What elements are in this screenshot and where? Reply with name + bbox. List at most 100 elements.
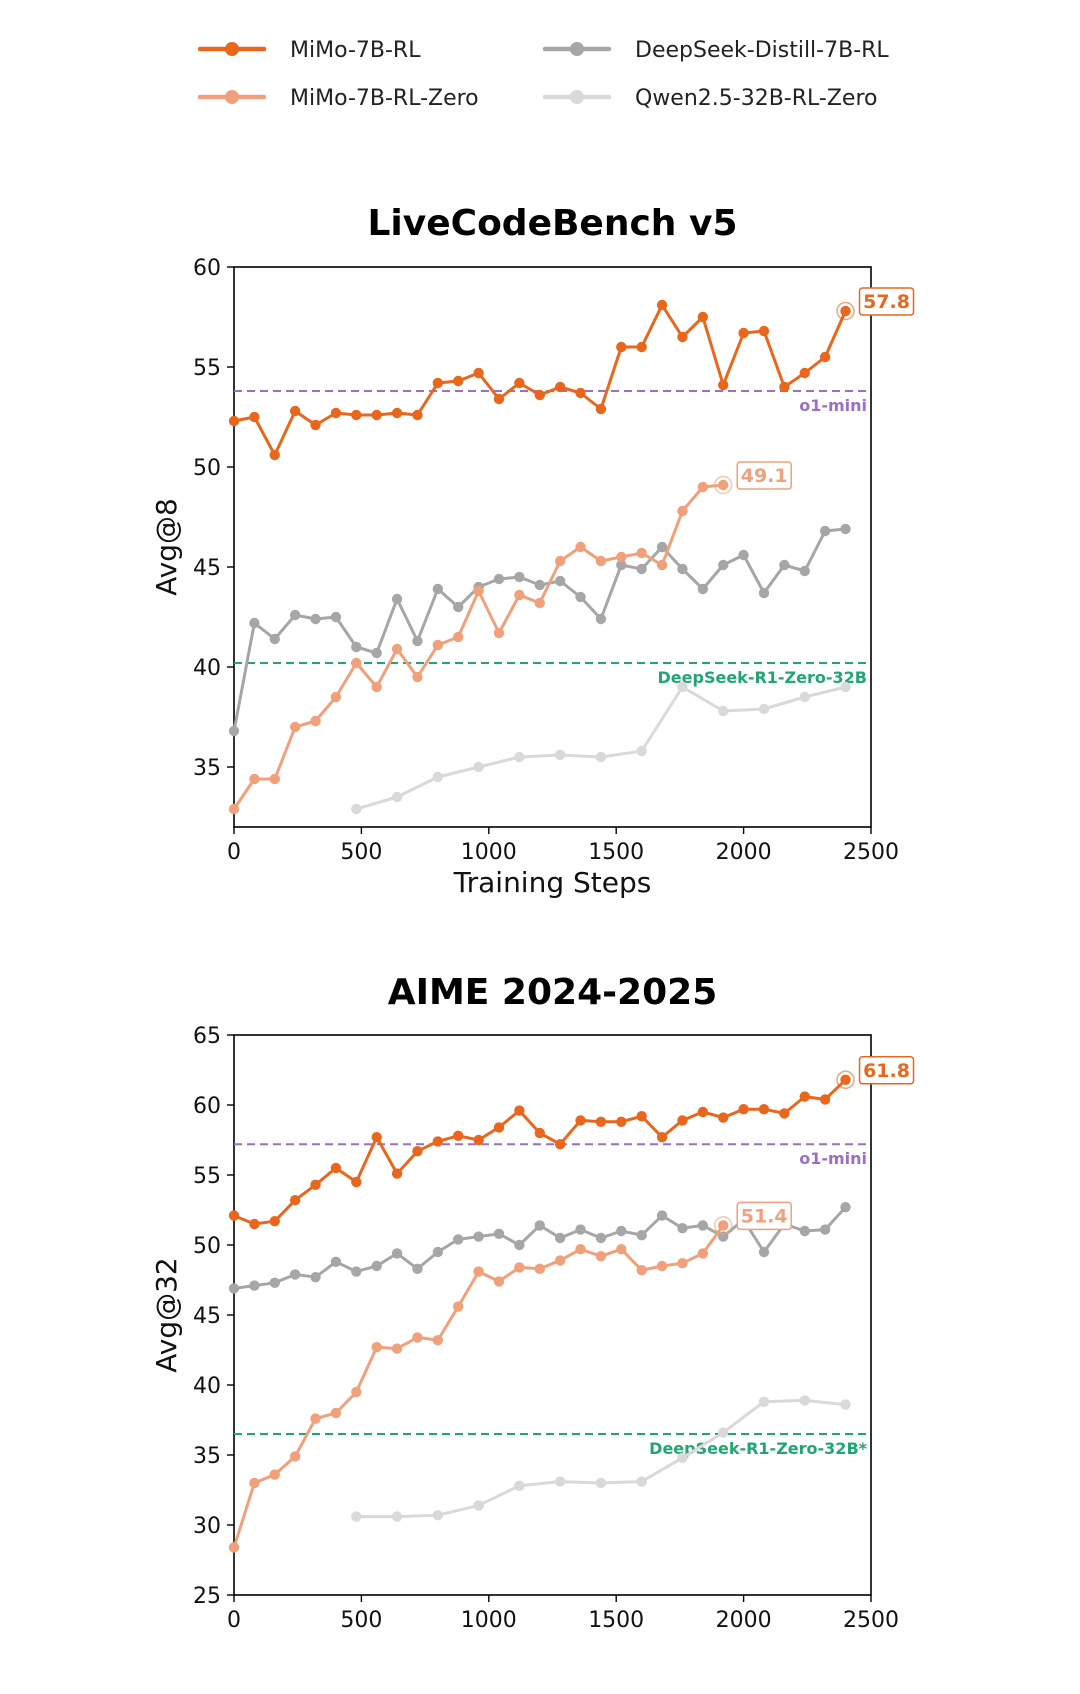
data-point-mimo-7b-rl: [636, 341, 647, 353]
end-point-halo-mimo-7b-rl: [836, 301, 855, 321]
data-point-deepseek-distill-7b-rl: [453, 601, 464, 613]
y-tick-label: 30: [193, 1514, 221, 1539]
data-point-deepseek-distill-7b-rl: [779, 559, 790, 571]
data-point-qwen2-5-32b-rl-zero: [718, 705, 729, 717]
data-point-qwen2-5-32b-rl-zero: [595, 751, 607, 763]
data-point-mimo-7b-rl-zero: [391, 643, 403, 655]
legend-qwen2-5-32b-rl-zero-label: Qwen2.5-32B-RL-Zero: [635, 86, 877, 111]
data-point-mimo-7b-rl-zero: [534, 597, 545, 609]
series-line-qwen2-5-32b-rl-zero: [356, 1398, 846, 1519]
data-point-mimo-7b-rl-zero: [269, 773, 280, 785]
data-point-mimo-7b-rl: [412, 1146, 423, 1157]
data-point-deepseek-distill-7b-rl: [575, 591, 586, 603]
legend-deepseek-distill-7b-rl-label: DeepSeek-Distill-7B-RL: [635, 38, 889, 63]
data-point-mimo-7b-rl: [595, 1116, 607, 1128]
y-tick-label: 60: [193, 256, 221, 281]
data-point-mimo-7b-rl-zero: [554, 555, 566, 567]
data-point-mimo-7b-rl: [575, 1115, 586, 1126]
data-point-mimo-7b-rl: [534, 389, 545, 401]
end-point-halo-mimo-7b-rl-zero: [713, 475, 733, 495]
data-point-mimo-7b-rl-zero: [249, 773, 260, 785]
data-point-mimo-7b-rl-zero: [595, 555, 607, 567]
data-point-qwen2-5-32b-rl-zero: [391, 791, 403, 803]
data-point-mimo-7b-rl: [554, 1139, 566, 1150]
data-point-deepseek-distill-7b-rl: [616, 1225, 627, 1237]
legend: MiMo-7B-RL MiMo-7B-RL-Zero DeepSeek-Distil…: [197, 38, 889, 111]
data-point-mimo-7b-rl: [351, 409, 362, 421]
data-point-mimo-7b-rl-zero: [432, 639, 444, 651]
y-tick-label: 45: [193, 1304, 221, 1329]
data-point-mimo-7b-rl: [595, 403, 607, 415]
data-point-mimo-7b-rl: [718, 379, 729, 391]
data-point-mimo-7b-rl: [269, 449, 280, 461]
data-point-deepseek-distill-7b-rl: [351, 641, 362, 653]
data-point-mimo-7b-rl-zero: [412, 671, 423, 683]
data-point-mimo-7b-rl: [473, 1134, 484, 1146]
data-point-deepseek-distill-7b-rl: [718, 559, 729, 571]
data-point-deepseek-distill-7b-rl: [758, 587, 770, 599]
x-tick-label: 500: [340, 1608, 382, 1633]
data-point-mimo-7b-rl-zero: [677, 1258, 688, 1269]
chart-title: AIME 2024-2025: [388, 972, 718, 1013]
data-point-mimo-7b-rl: [656, 1132, 668, 1143]
y-tick-label: 65: [193, 1024, 221, 1049]
end-value-box-mimo-7b-rl-zero: [736, 461, 792, 490]
data-point-deepseek-distill-7b-rl: [595, 613, 607, 625]
legend-mimo-7b-rl-zero-label: MiMo-7B-RL-Zero: [290, 86, 479, 111]
data-point-mimo-7b-rl: [289, 1195, 301, 1206]
data-point-mimo-7b-rl: [758, 325, 770, 337]
data-point-qwen2-5-32b-rl-zero: [554, 1476, 566, 1487]
reference-label-o1-mini: o1-mini: [799, 1149, 867, 1168]
data-point-qwen2-5-32b-rl-zero: [840, 681, 851, 693]
data-point-mimo-7b-rl: [840, 305, 851, 317]
data-point-mimo-7b-rl-zero: [493, 1276, 505, 1287]
x-tick-label: 1000: [461, 1608, 517, 1633]
x-tick-label: 1000: [461, 840, 517, 865]
data-point-mimo-7b-rl: [249, 411, 260, 423]
x-tick-label: 1500: [588, 840, 644, 865]
data-point-deepseek-distill-7b-rl: [616, 559, 627, 571]
data-point-mimo-7b-rl-zero: [493, 627, 505, 639]
data-point-qwen2-5-32b-rl-zero: [432, 771, 444, 783]
data-point-mimo-7b-rl: [799, 1091, 810, 1102]
data-point-deepseek-distill-7b-rl: [677, 563, 688, 575]
data-point-deepseek-distill-7b-rl: [656, 1210, 668, 1221]
data-point-deepseek-distill-7b-rl: [819, 1224, 831, 1235]
data-point-mimo-7b-rl-zero: [289, 1451, 301, 1462]
data-point-deepseek-distill-7b-rl: [412, 1263, 423, 1275]
data-point-deepseek-distill-7b-rl: [473, 1231, 484, 1242]
data-point-mimo-7b-rl-zero: [473, 1266, 484, 1277]
data-point-mimo-7b-rl: [616, 1116, 627, 1128]
series-line-mimo-7b-rl: [233, 303, 847, 457]
x-tick-label: 2500: [843, 1608, 899, 1633]
data-point-mimo-7b-rl: [493, 393, 505, 405]
data-point-deepseek-distill-7b-rl: [840, 1202, 851, 1213]
series-mimo-7b-rl: 57.8: [228, 287, 915, 461]
data-point-deepseek-distill-7b-rl: [595, 1232, 607, 1244]
data-point-deepseek-distill-7b-rl: [840, 523, 851, 535]
data-point-mimo-7b-rl: [310, 1179, 321, 1191]
data-point-mimo-7b-rl: [473, 367, 484, 379]
data-point-mimo-7b-rl-zero: [656, 1260, 668, 1272]
y-tick-label: 55: [193, 356, 221, 381]
y-tick-label: 60: [193, 1094, 221, 1119]
y-tick-label: 40: [193, 656, 221, 681]
data-point-qwen2-5-32b-rl-zero: [718, 1427, 729, 1438]
data-point-mimo-7b-rl: [779, 1108, 790, 1119]
data-point-mimo-7b-rl: [534, 1127, 545, 1139]
data-point-mimo-7b-rl-zero: [534, 1263, 545, 1275]
data-point-mimo-7b-rl: [514, 1105, 525, 1116]
end-point-halo-mimo-7b-rl-zero: [713, 1216, 733, 1235]
data-point-mimo-7b-rl: [697, 311, 709, 323]
data-point-qwen2-5-32b-rl-zero: [432, 1510, 444, 1521]
x-axis-label: Training Steps: [453, 866, 652, 899]
data-point-qwen2-5-32b-rl-zero: [473, 1500, 484, 1511]
data-point-mimo-7b-rl: [677, 331, 688, 343]
data-point-mimo-7b-rl-zero: [616, 551, 627, 563]
data-point-deepseek-distill-7b-rl: [493, 573, 505, 585]
data-point-mimo-7b-rl-zero: [677, 505, 688, 517]
series-line-mimo-7b-rl-zero: [232, 483, 724, 810]
data-point-mimo-7b-rl-zero: [718, 1220, 729, 1231]
data-point-mimo-7b-rl: [656, 299, 668, 311]
y-tick-label: 25: [193, 1584, 221, 1609]
